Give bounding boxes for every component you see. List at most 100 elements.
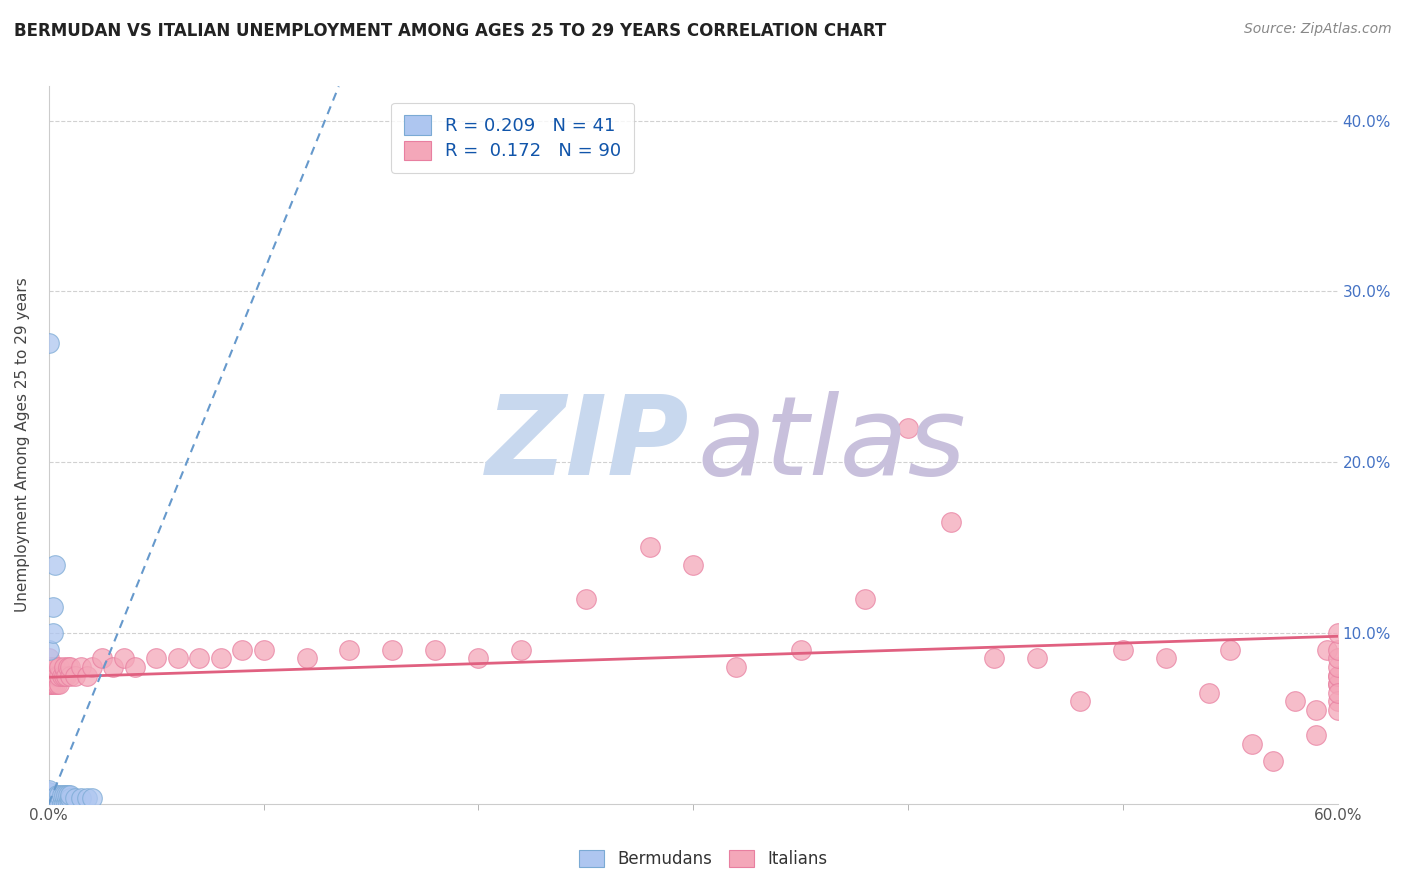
Point bbox=[1326, 625, 1348, 640]
Point bbox=[38, 677, 60, 691]
Point bbox=[1305, 703, 1327, 717]
Point bbox=[425, 643, 447, 657]
Point bbox=[1316, 643, 1339, 657]
Point bbox=[38, 797, 60, 811]
Point bbox=[575, 591, 598, 606]
Point bbox=[80, 791, 103, 805]
Point bbox=[55, 668, 77, 682]
Point bbox=[231, 643, 253, 657]
Point bbox=[63, 668, 86, 682]
Point bbox=[52, 788, 75, 802]
Point bbox=[1326, 677, 1348, 691]
Point bbox=[939, 515, 962, 529]
Point bbox=[38, 677, 60, 691]
Point bbox=[59, 788, 82, 802]
Point bbox=[63, 791, 86, 805]
Point bbox=[467, 651, 489, 665]
Point bbox=[1326, 668, 1348, 682]
Point bbox=[38, 660, 60, 674]
Point bbox=[70, 660, 93, 674]
Point bbox=[38, 783, 60, 797]
Point bbox=[51, 668, 73, 682]
Text: atlas: atlas bbox=[697, 392, 966, 499]
Point bbox=[1326, 651, 1348, 665]
Point bbox=[38, 660, 60, 674]
Point bbox=[339, 643, 361, 657]
Point bbox=[42, 793, 65, 807]
Point bbox=[44, 797, 66, 811]
Point bbox=[1326, 703, 1348, 717]
Point bbox=[59, 797, 82, 811]
Point bbox=[48, 797, 70, 811]
Point bbox=[38, 793, 60, 807]
Point bbox=[38, 668, 60, 682]
Point bbox=[38, 788, 60, 802]
Point bbox=[44, 677, 66, 691]
Point bbox=[1326, 677, 1348, 691]
Point bbox=[44, 791, 66, 805]
Point bbox=[38, 789, 60, 804]
Point bbox=[1326, 643, 1348, 657]
Point bbox=[188, 651, 211, 665]
Point bbox=[1069, 694, 1091, 708]
Point bbox=[789, 643, 811, 657]
Text: Source: ZipAtlas.com: Source: ZipAtlas.com bbox=[1244, 22, 1392, 37]
Point bbox=[682, 558, 704, 572]
Point bbox=[56, 797, 79, 811]
Point bbox=[1219, 643, 1241, 657]
Point bbox=[38, 677, 60, 691]
Point bbox=[1198, 685, 1220, 699]
Point bbox=[38, 643, 60, 657]
Point bbox=[209, 651, 232, 665]
Point bbox=[59, 660, 82, 674]
Point bbox=[42, 668, 65, 682]
Point bbox=[38, 677, 60, 691]
Point bbox=[38, 668, 60, 682]
Point bbox=[166, 651, 188, 665]
Point bbox=[381, 643, 404, 657]
Point bbox=[70, 791, 93, 805]
Point bbox=[145, 651, 167, 665]
Point bbox=[39, 660, 62, 674]
Point bbox=[38, 668, 60, 682]
Point bbox=[39, 677, 62, 691]
Point bbox=[38, 791, 60, 805]
Point bbox=[1326, 660, 1348, 674]
Point bbox=[38, 660, 60, 674]
Y-axis label: Unemployment Among Ages 25 to 29 years: Unemployment Among Ages 25 to 29 years bbox=[15, 277, 30, 613]
Point bbox=[38, 668, 60, 682]
Point bbox=[38, 785, 60, 799]
Point bbox=[59, 791, 82, 805]
Text: BERMUDAN VS ITALIAN UNEMPLOYMENT AMONG AGES 25 TO 29 YEARS CORRELATION CHART: BERMUDAN VS ITALIAN UNEMPLOYMENT AMONG A… bbox=[14, 22, 886, 40]
Point bbox=[76, 668, 98, 682]
Point bbox=[39, 668, 62, 682]
Point bbox=[76, 791, 98, 805]
Point bbox=[112, 651, 135, 665]
Point bbox=[510, 643, 533, 657]
Point bbox=[48, 660, 70, 674]
Point bbox=[38, 660, 60, 674]
Point bbox=[38, 677, 60, 691]
Point bbox=[103, 660, 125, 674]
Point bbox=[80, 660, 103, 674]
Point bbox=[46, 791, 69, 805]
Point bbox=[59, 668, 82, 682]
Text: ZIP: ZIP bbox=[486, 392, 689, 499]
Point bbox=[42, 677, 65, 691]
Point bbox=[983, 651, 1005, 665]
Point bbox=[38, 677, 60, 691]
Point bbox=[38, 677, 60, 691]
Point bbox=[56, 788, 79, 802]
Point bbox=[55, 788, 77, 802]
Point bbox=[124, 660, 146, 674]
Legend: R = 0.209   N = 41, R =  0.172   N = 90: R = 0.209 N = 41, R = 0.172 N = 90 bbox=[391, 103, 634, 173]
Point bbox=[51, 797, 73, 811]
Point bbox=[38, 335, 60, 350]
Legend: Bermudans, Italians: Bermudans, Italians bbox=[572, 843, 834, 875]
Point bbox=[52, 797, 75, 811]
Point bbox=[1240, 737, 1263, 751]
Point bbox=[38, 797, 60, 811]
Point bbox=[42, 797, 65, 811]
Point bbox=[1263, 754, 1285, 768]
Point bbox=[42, 625, 65, 640]
